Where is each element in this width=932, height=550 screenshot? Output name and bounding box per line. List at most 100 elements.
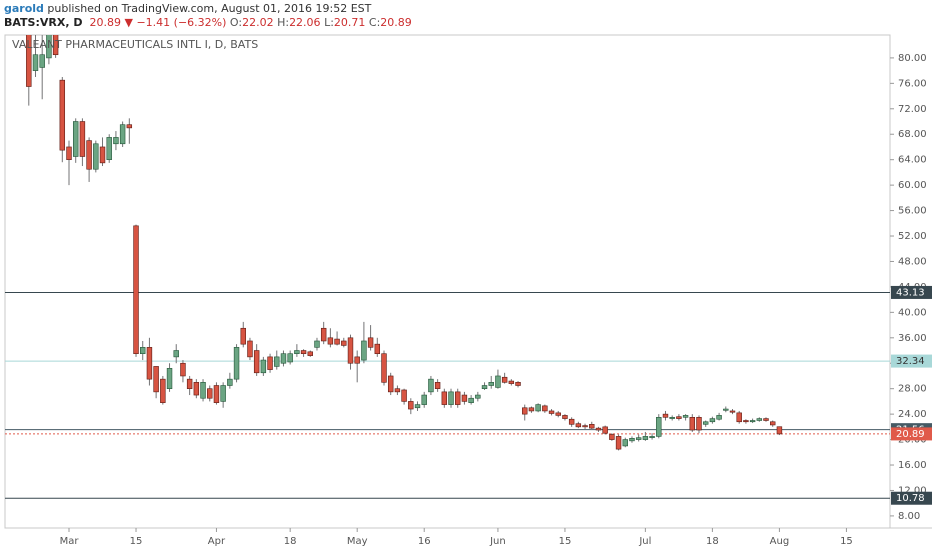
candle-body (334, 338, 340, 345)
candle-body (555, 412, 561, 416)
candle-body (166, 368, 173, 389)
l-value: 20.71 (333, 16, 366, 29)
candle-body (307, 351, 313, 356)
y-tick-label: 80.00 (898, 53, 927, 64)
candle-body (723, 408, 729, 411)
candle-body (113, 137, 119, 145)
candle-body (548, 410, 555, 414)
candle-body (140, 347, 146, 355)
x-tick-label: 15 (130, 536, 143, 547)
candle-body (280, 353, 287, 364)
candle-body (508, 380, 515, 384)
candle-body (300, 350, 307, 355)
price-lines (5, 291, 890, 499)
candle-body (294, 350, 300, 355)
candle-body (649, 436, 655, 438)
candle-body (153, 366, 159, 393)
candle-body (361, 340, 367, 361)
candle-body (401, 389, 407, 402)
y-tick-label: 56.00 (898, 206, 927, 217)
chart-title: VALEANT PHARMACEUTICALS INTL I, D, BATS (12, 38, 258, 51)
candle-body (522, 407, 528, 415)
x-tick-label: Aug (770, 536, 790, 547)
candle-body (669, 417, 675, 419)
candle-body (233, 347, 240, 380)
y-tick-label: 60.00 (898, 180, 927, 191)
candle-body (716, 415, 722, 420)
candle-body (320, 327, 327, 342)
candle-body (186, 378, 193, 389)
x-tick-label: Mar (60, 536, 80, 547)
candle-body (656, 417, 662, 437)
candle-body (260, 359, 267, 374)
candle-body (133, 225, 139, 355)
candle-body (448, 391, 454, 405)
candle-body (642, 436, 649, 440)
x-tick-label: 18 (706, 536, 719, 547)
candle-body (408, 401, 414, 410)
candle-body (689, 417, 696, 431)
price-line-tag (891, 354, 932, 368)
x-tick-label: Jul (638, 536, 651, 547)
candle-body (589, 424, 595, 429)
candle-body (274, 356, 280, 367)
candle-body (327, 337, 334, 345)
x-tick-label: Apr (208, 536, 226, 547)
candle-body (173, 350, 179, 358)
candle-body (743, 420, 749, 423)
candle-body (582, 425, 588, 428)
candle-body (146, 347, 153, 380)
candle-body (562, 415, 568, 419)
h-label: H: (277, 16, 290, 29)
price-line-tag (891, 285, 932, 299)
price-line-label: 32.34 (896, 356, 925, 367)
l-label: L: (324, 16, 334, 29)
change: −1.41 (−6.32%) (136, 16, 227, 29)
y-tick-label: 68.00 (898, 129, 927, 140)
candle-body (441, 391, 448, 405)
candle-body (59, 79, 66, 151)
candle-body (455, 391, 461, 405)
candle-body (615, 436, 622, 450)
candle-body (749, 420, 756, 423)
candle-body (160, 378, 166, 403)
price-line-label: 10.78 (896, 493, 925, 504)
price-line-tag (891, 491, 932, 505)
candle-body (515, 382, 521, 386)
y-tick-label: 12.00 (898, 485, 927, 496)
candle-body (32, 54, 39, 71)
candle-body (676, 416, 682, 419)
x-tick-label: 15 (559, 536, 572, 547)
candle-body (481, 385, 488, 389)
candle-body (622, 439, 628, 447)
c-value: 20.89 (380, 16, 412, 29)
candle-body (193, 382, 200, 396)
candle-body (79, 121, 86, 157)
y-tick-label: 8.00 (898, 511, 920, 522)
candle-body (495, 375, 501, 388)
candle-body (247, 340, 253, 358)
candle-body (535, 404, 541, 412)
candle-body (756, 418, 763, 421)
candle-body (702, 421, 709, 425)
candle-body (374, 343, 381, 355)
x-tick-label: May (347, 536, 368, 547)
candle-body (461, 394, 468, 402)
symbol: BATS:VRX, D (4, 16, 83, 29)
candle-body (207, 388, 213, 399)
author[interactable]: garold (4, 2, 44, 15)
candle-body (387, 375, 394, 393)
candle-body (635, 437, 642, 440)
y-tick-label: 72.00 (898, 104, 927, 115)
candle-body (220, 385, 226, 402)
candle-body (287, 353, 293, 363)
candle-body (542, 405, 548, 412)
candle-body (227, 378, 233, 386)
price-line-tag (891, 427, 932, 441)
candle-body (86, 140, 92, 170)
published: published on TradingView.com, August 01,… (43, 2, 372, 15)
candle-body (602, 426, 608, 434)
candle-body (629, 438, 635, 442)
candle-body (314, 340, 320, 348)
